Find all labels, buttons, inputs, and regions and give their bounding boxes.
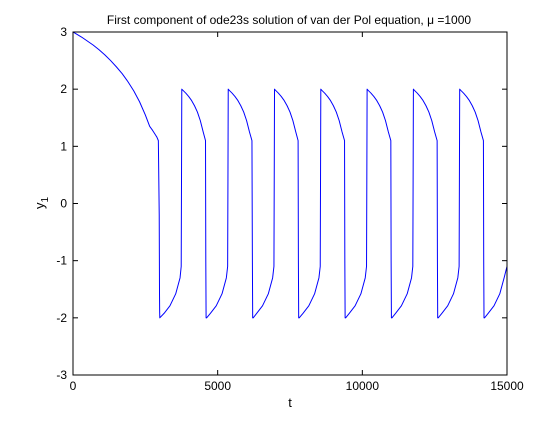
y-tick-label: 2 (60, 82, 67, 96)
x-tick-label: 15000 (490, 379, 524, 393)
y-tick-label: -1 (56, 254, 67, 268)
y-tick-label: -2 (56, 311, 67, 325)
x-axis-label: t (288, 395, 292, 410)
x-tick-label: 10000 (346, 379, 380, 393)
chart-title-prefix: First component of ode23s solution of va… (107, 13, 427, 27)
y-axis-label: y1 (32, 197, 51, 210)
y-axis-label-base: y (32, 202, 47, 209)
y-tick-label: 1 (60, 139, 67, 153)
chart-title-suffix: =1000 (434, 13, 471, 27)
y-axis-label-subscript: 1 (40, 197, 51, 203)
y-tick-label: -3 (56, 368, 67, 382)
x-tick-label: 0 (70, 379, 77, 393)
y-tick-label: 0 (60, 197, 67, 211)
plot-area (73, 32, 507, 375)
series-line-y1 (72, 31, 508, 319)
mu-symbol: μ (427, 13, 434, 27)
plot-frame (72, 31, 508, 376)
chart-title: First component of ode23s solution of va… (107, 13, 471, 27)
x-tick-label: 5000 (204, 379, 231, 393)
series-layer (72, 31, 508, 319)
y-tick-label: 3 (60, 25, 67, 39)
x-axis-ticks: 0 5000 10000 15000 (70, 32, 524, 393)
